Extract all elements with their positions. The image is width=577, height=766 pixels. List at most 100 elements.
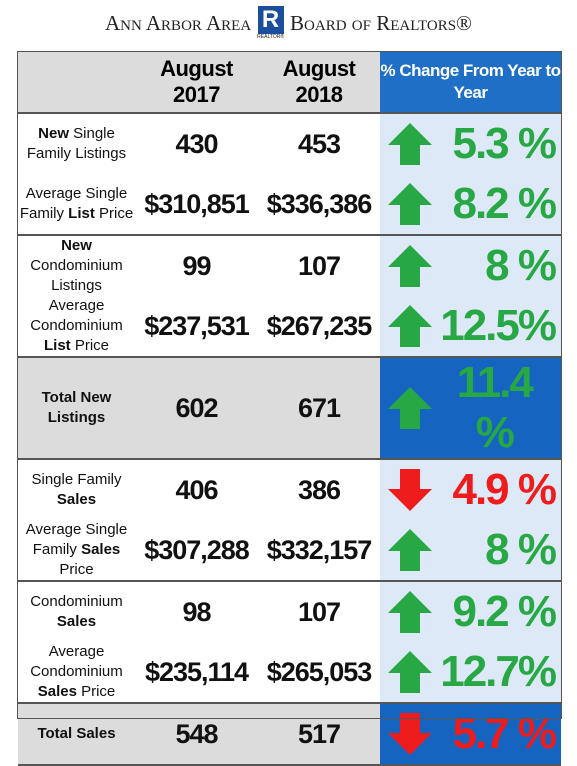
value-2018: 517 [258,703,380,765]
value-2017: $307,288 [144,534,250,565]
change-cell: 5.3 % [380,113,561,174]
header-left: Ann Arbor Area [104,10,252,35]
change: 5.7 % [380,709,561,759]
arrow-up [388,305,432,347]
change-cell: 12.7% [380,642,561,703]
change: 8 % [380,525,561,575]
table-row: Condominium Sales 98 107 9.2 % [18,581,561,642]
page: Ann Arbor Area R REALTOR® Board of Realt… [0,4,577,765]
logo: R REALTOR® [257,6,284,40]
row-label: Average Single Family List Price [18,174,135,235]
row-label: Average Condominium Sales Price [18,642,135,703]
value-2018: $267,235 [266,310,373,341]
label-part: List [68,205,95,222]
change-value: 12.7% [440,647,557,696]
arrow-up [388,183,432,225]
logo-caption: REALTOR® [257,34,285,40]
value-2017: 99 [182,250,211,281]
header: Ann Arbor Area R REALTOR® Board of Realt… [0,4,577,42]
arrow-shape [388,183,432,225]
change-value: 8.2 % [452,179,557,228]
change: 8.2 % [380,179,561,229]
change-value: 9.2 % [452,587,557,636]
table-row: Average Single Family List Price $310,851… [18,174,561,235]
change-cell: 9.2 % [380,581,561,642]
value-2017: 602 [135,357,258,459]
value-2018: $336,386 [266,188,373,219]
value-2018: 386 [297,474,341,505]
value-2018: $265,053 [266,656,373,687]
row-label: New Condominium Listings [18,235,135,296]
row-label: New Single Family Listings [18,113,135,174]
arrow-shape [388,529,432,571]
change: 12.7% [380,647,561,697]
label-part: Average Single Family [25,521,128,558]
value-2017: 430 [175,128,218,159]
label-part: New [38,125,69,142]
row-label: Average Condominium List Price [18,296,135,357]
label-part: Average Single Family [19,185,128,222]
table-row: Average Single Family Sales Price $307,28… [18,520,561,581]
change: 11.4 % [380,358,561,458]
table-row: Total Sales 548 517 5.7 % [18,703,561,765]
label-part: Price [70,337,109,354]
logo-mark: R [257,6,284,34]
arrow-up [388,245,432,287]
label-part: New [61,237,92,254]
change-cell: 8 % [380,235,561,296]
value-2017: 98 [182,596,211,627]
value-2018: 107 [297,250,341,281]
arrow-shape [388,651,432,693]
row-label: Single Family Sales [18,459,135,520]
change: 9.2 % [380,587,561,637]
total-group: Total Sales 548 517 5.7 % [18,703,561,765]
value-2017: 548 [135,703,258,765]
label-part: Average Condominium [30,643,123,680]
change-cell: 4.9 % [380,459,561,520]
header-row: August 2017 August 2018% Change From Year… [18,52,561,114]
label-part: Condominium Listings [30,257,123,294]
row-group: New Single Family Listings 430 453 5.3 % Ave… [18,113,561,235]
change-cell: 8.2 % [380,174,561,235]
row-group: Single Family Sales 406 386 4.9 % Average Si… [18,459,561,581]
label-part: Total Sales [37,725,116,742]
value-2018: 107 [297,596,341,627]
arrow-up [388,529,432,571]
change: 8 % [380,241,561,291]
column-header: % Change From Year to Year [380,52,561,114]
arrow-up [388,387,432,429]
value-2017: 406 [175,474,218,505]
row-group: New Condominium Listings 99 107 8 % Average … [18,235,561,357]
label-part: Average Condominium [30,297,123,334]
arrow-shape [388,123,432,165]
change-value: 11.4 % [456,358,534,457]
change-value: 5.3 % [452,119,557,168]
label-part: List [43,337,71,354]
label-part: Sales [56,491,97,508]
label-part: Total New Listings [41,389,112,426]
stats-table: August 2017 August 2018% Change From Year… [18,52,561,766]
arrow-shape [388,591,432,633]
change-cell: 5.7 % [380,703,561,765]
header-right: Board of Realtors® [290,10,473,35]
table-head: August 2017 August 2018% Change From Year… [18,52,561,114]
change-cell: 8 % [380,520,561,581]
row-label: Condominium Sales [18,581,135,642]
value-2018: $332,157 [266,534,373,565]
table-row: Average Condominium Sales Price $235,114 $… [18,642,561,703]
change: 4.9 % [380,465,561,515]
table-row: New Single Family Listings 430 453 5.3 % [18,113,561,174]
arrow-shape [388,713,432,755]
total-group: Total New Listings 602 671 11.4 % [18,357,561,459]
row-label: Average Single Family Sales Price [18,520,135,581]
change: 5.3 % [380,119,561,169]
arrow-down [388,713,432,755]
label-part: Price [94,205,134,222]
change-value: 5.7 % [452,709,557,758]
label-part: Sales [56,613,97,630]
arrow-shape [388,469,432,511]
row-group: Condominium Sales 98 107 9.2 % Average Condo… [18,581,561,703]
column-header: August 2017 [135,52,258,114]
change-cell: 11.4 % [380,357,561,459]
change-cell: 12.5% [380,296,561,357]
